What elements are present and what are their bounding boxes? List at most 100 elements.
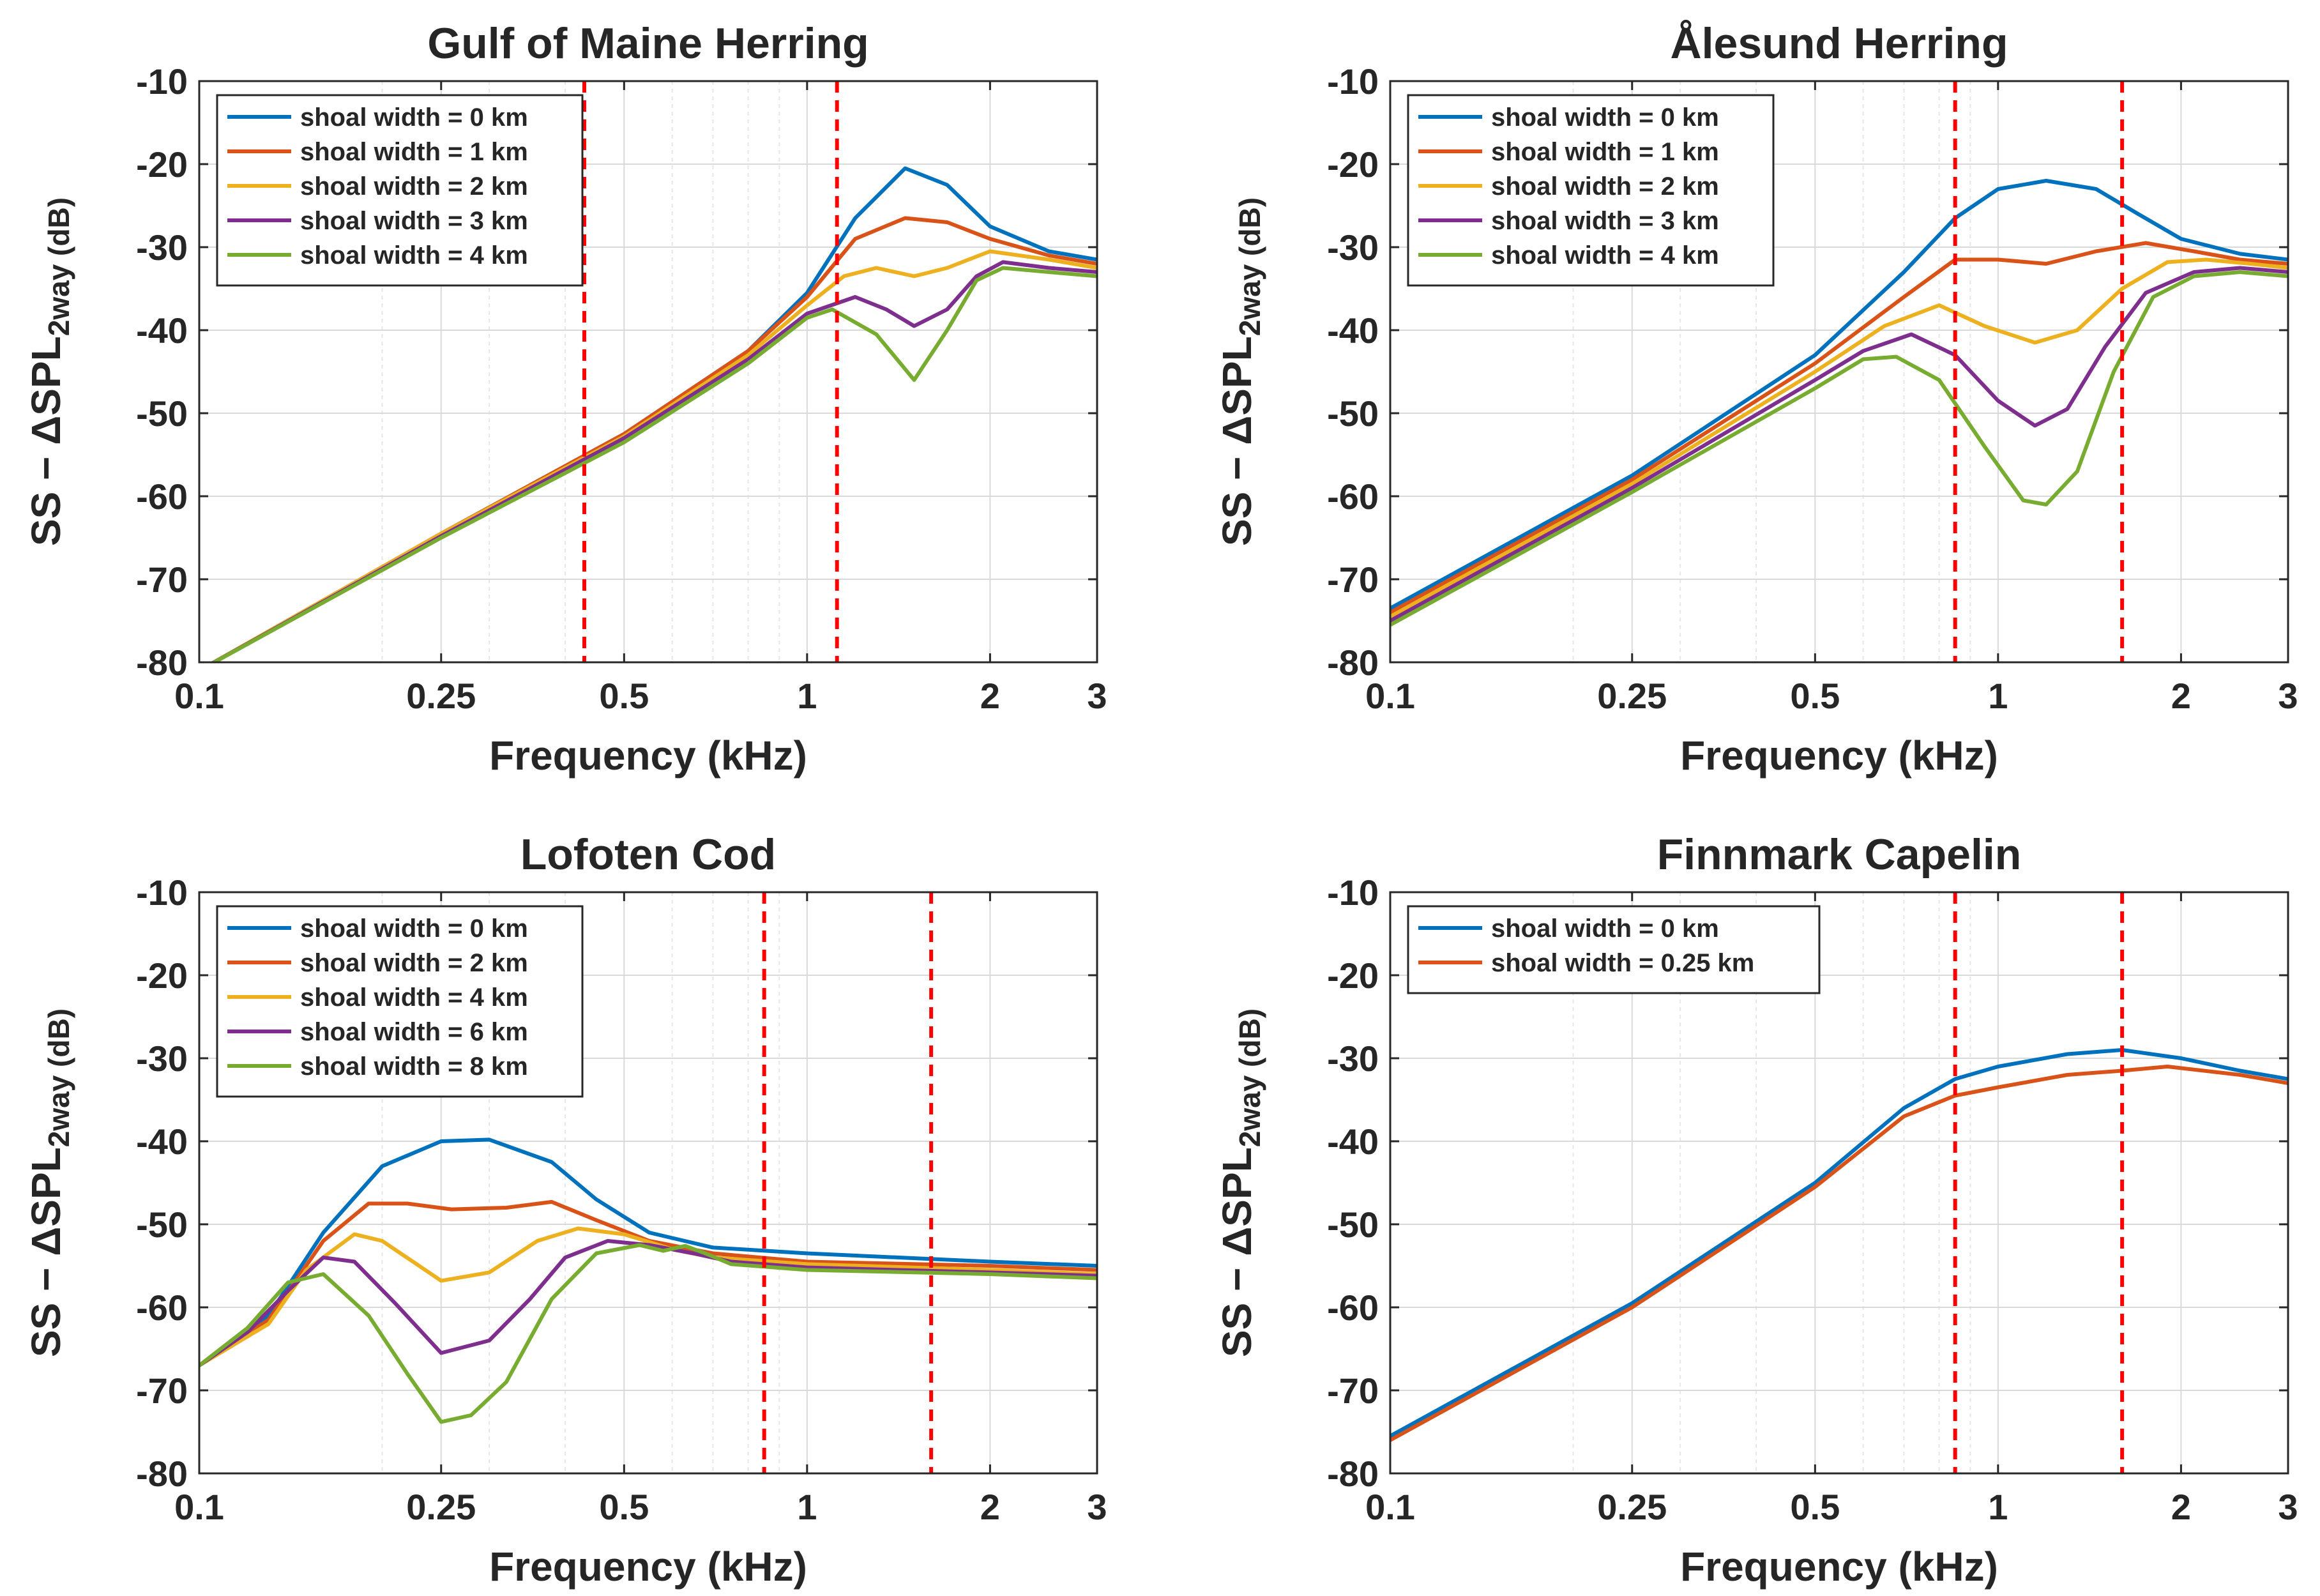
- y-tick-label: -20: [136, 144, 188, 185]
- series-line-4: [1390, 270, 2288, 627]
- series-line-3: [199, 1239, 1097, 1367]
- legend-entry: shoal width = 2 km: [300, 949, 528, 977]
- y-tick-label: -20: [1327, 955, 1379, 996]
- series-line-0: [1390, 1048, 2288, 1438]
- x-axis-label: Frequency (kHz): [1680, 1544, 1998, 1590]
- legend-entry: shoal width = 4 km: [1491, 241, 1719, 270]
- x-tick-label: 3: [1087, 676, 1107, 716]
- series-line-2: [1390, 257, 2288, 619]
- x-axis-label: Frequency (kHz): [489, 1544, 807, 1590]
- y-tick-label: -80: [1327, 1454, 1379, 1494]
- y-tick-label: -70: [1327, 559, 1379, 600]
- series-group: [1390, 1048, 2288, 1442]
- x-tick-label: 3: [1087, 1487, 1107, 1527]
- legend-entry: shoal width = 4 km: [300, 984, 528, 1012]
- series-line-0: [199, 1137, 1097, 1367]
- y-tick-label: -30: [136, 227, 188, 268]
- y-axis-label: SS − ΔSPL2way (dB): [1214, 197, 1266, 546]
- legend-entry: shoal width = 0 km: [1491, 915, 1719, 943]
- legend-entry: shoal width = 0 km: [300, 915, 528, 943]
- y-axis-label: SS − ΔSPL2way (dB): [1214, 1008, 1266, 1357]
- y-tick-label: -80: [136, 642, 188, 683]
- series-line-1: [1390, 1065, 2288, 1442]
- series-line-0: [1390, 179, 2288, 611]
- x-tick-label: 3: [2278, 1487, 2298, 1527]
- x-tick-label: 0.1: [174, 676, 224, 716]
- x-tick-label: 0.5: [599, 1487, 649, 1527]
- chart-title: Finnmark Capelin: [1657, 830, 2022, 879]
- legend-entry: shoal width = 0 km: [300, 103, 528, 132]
- y-tick-label: -50: [136, 393, 188, 434]
- x-tick-label: 1: [797, 676, 817, 716]
- y-tick-label: -40: [1327, 310, 1379, 351]
- legend-entry: shoal width = 0.25 km: [1491, 949, 1754, 977]
- y-tick-label: -20: [1327, 144, 1379, 185]
- y-tick-label: -60: [1327, 476, 1379, 517]
- legend-entry: shoal width = 2 km: [300, 172, 528, 201]
- y-tick-label: -60: [136, 1288, 188, 1328]
- x-axis-label: Frequency (kHz): [489, 733, 807, 779]
- x-tick-label: 1: [1988, 1487, 2008, 1527]
- x-axis-label: Frequency (kHz): [1680, 733, 1998, 779]
- y-tick-label: -10: [136, 61, 188, 102]
- y-tick-label: -80: [136, 1454, 188, 1494]
- legend-entry: shoal width = 0 km: [1491, 103, 1719, 132]
- y-tick-label: -10: [1327, 872, 1379, 913]
- panel-gulf-of-maine-herring: 0.1 0.25 0.5 1 2 3 -80 -70 -60 -50 -40 -30 -20 -10 Gul…: [23, 19, 1107, 779]
- x-tick-label: 0.1: [1365, 676, 1415, 716]
- x-tick-label: 0.25: [1597, 1487, 1667, 1527]
- y-tick-label: -80: [1327, 642, 1379, 683]
- x-tick-label: 0.25: [406, 1487, 476, 1527]
- legend: [1407, 905, 1821, 994]
- x-tick-label: 0.25: [1597, 676, 1667, 716]
- y-tick-label: -40: [1327, 1121, 1379, 1162]
- legend-entry: shoal width = 2 km: [1491, 172, 1719, 201]
- series-group: [199, 1137, 1097, 1424]
- x-tick-label: 0.5: [1790, 1487, 1840, 1527]
- y-tick-label: -70: [136, 559, 188, 600]
- series-line-4: [199, 1243, 1097, 1424]
- y-tick-label: -50: [1327, 393, 1379, 434]
- y-tick-label: -10: [136, 872, 188, 913]
- y-tick-label: -30: [1327, 227, 1379, 268]
- axes-box: [1389, 80, 2289, 664]
- panel-alesund-herring: 0.1 0.25 0.5 1 2 3 -80 -70 -60 -50 -40 -30 -20 -10 Åle…: [1214, 19, 2298, 779]
- x-tick-label: 0.5: [1790, 676, 1840, 716]
- y-tick-label: -60: [1327, 1288, 1379, 1328]
- y-axis-label: SS − ΔSPL2way (dB): [23, 1008, 75, 1357]
- y-tick-label: -30: [1327, 1038, 1379, 1079]
- legend-entry: shoal width = 6 km: [300, 1018, 528, 1046]
- legend-entry: shoal width = 3 km: [1491, 207, 1719, 235]
- y-tick-label: -50: [136, 1205, 188, 1245]
- series-line-1: [1390, 241, 2288, 614]
- axes-box: [198, 891, 1098, 1475]
- legend-entry: shoal width = 8 km: [300, 1053, 528, 1081]
- series-line-3: [1390, 266, 2288, 623]
- panel-finnmark-capelin: 0.1 0.25 0.5 1 2 3 -80 -70 -60 -50 -40 -30 -20 -10 Fin…: [1214, 830, 2298, 1590]
- y-axis-label: SS − ΔSPL2way (dB): [23, 197, 75, 546]
- y-tick-label: -10: [1327, 61, 1379, 102]
- x-tick-label: 0.5: [599, 676, 649, 716]
- chart-title: Gulf of Maine Herring: [427, 19, 868, 68]
- y-tick-label: -70: [1327, 1371, 1379, 1411]
- x-tick-label: 0.25: [406, 676, 476, 716]
- series-line-2: [209, 249, 1097, 662]
- x-tick-label: 1: [1988, 676, 2008, 716]
- x-tick-label: 3: [2278, 676, 2298, 716]
- panel-lofoten-cod: 0.1 0.25 0.5 1 2 3 -80 -70 -60 -50 -40 -30 -20 -10 Lof…: [23, 830, 1107, 1590]
- series-line-1: [199, 1199, 1097, 1367]
- series-line-4: [210, 266, 1097, 662]
- series-group: [1390, 179, 2288, 627]
- y-tick-label: -70: [136, 1371, 188, 1411]
- legend-entry: shoal width = 4 km: [300, 241, 528, 270]
- y-tick-label: -60: [136, 476, 188, 517]
- legend-entry: shoal width = 3 km: [300, 207, 528, 235]
- x-tick-label: 1: [797, 1487, 817, 1527]
- legend-entry: shoal width = 1 km: [300, 138, 528, 166]
- x-tick-label: 2: [980, 1487, 1000, 1527]
- x-tick-label: 2: [980, 676, 1000, 716]
- y-tick-label: -50: [1327, 1205, 1379, 1245]
- axes-box: [198, 80, 1098, 664]
- y-tick-label: -40: [136, 1121, 188, 1162]
